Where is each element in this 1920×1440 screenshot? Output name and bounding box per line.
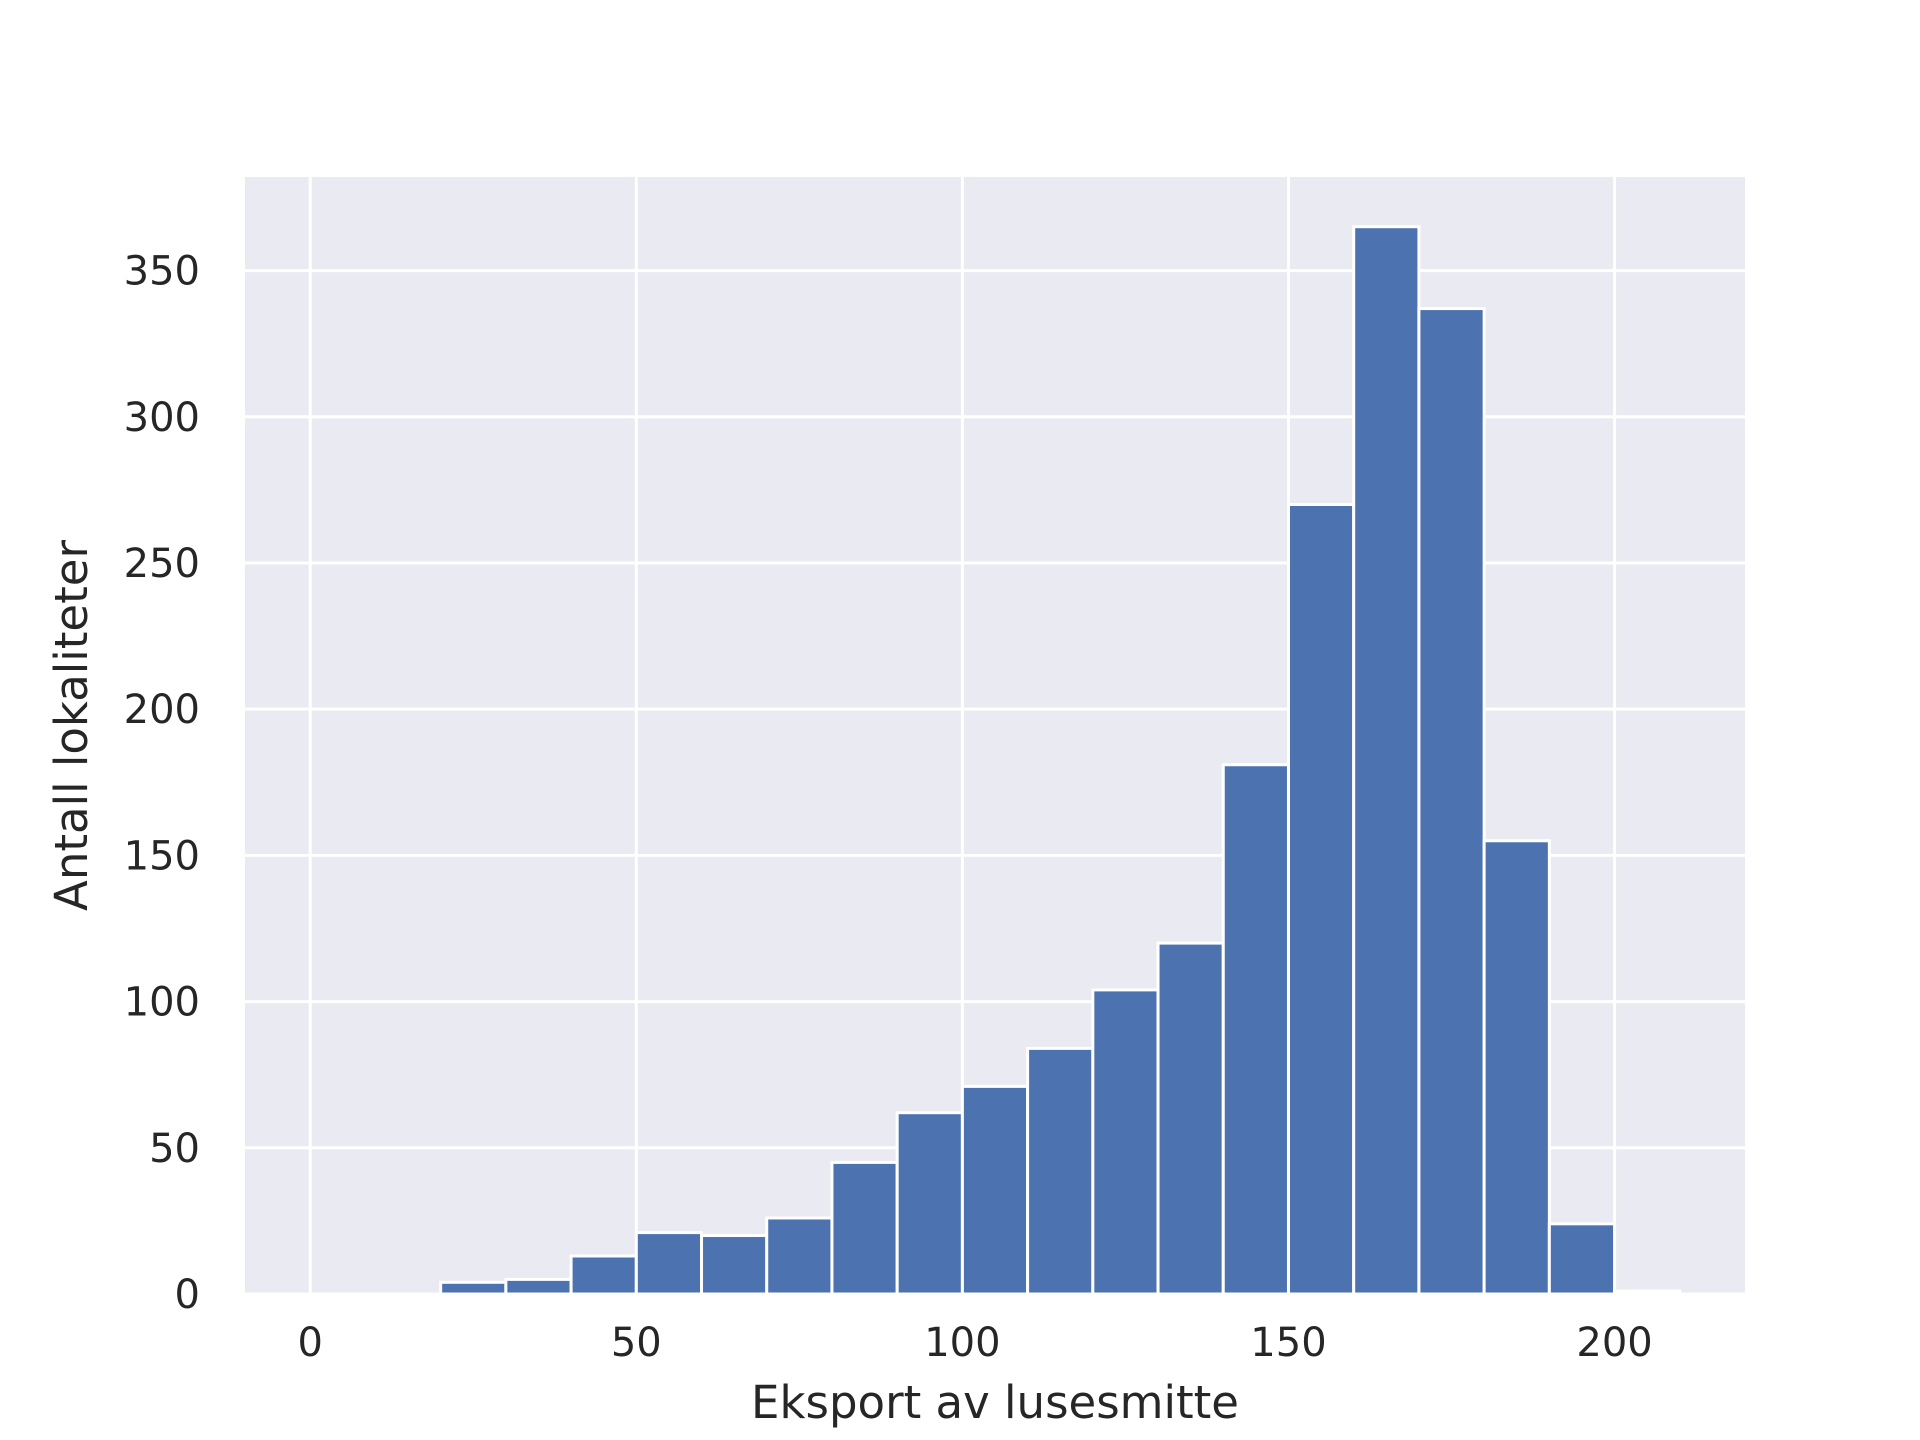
histogram-bar xyxy=(1221,763,1290,1296)
histogram-bar xyxy=(439,1280,508,1296)
y-tick-label: 100 xyxy=(124,980,200,1026)
histogram-bars xyxy=(439,225,1682,1296)
histogram-bar xyxy=(569,1254,638,1296)
y-axis-label: Antall lokaliteter xyxy=(45,540,98,911)
histogram-bar xyxy=(1091,988,1160,1296)
histogram-bar xyxy=(1417,307,1486,1296)
y-tick-label: 350 xyxy=(124,249,200,295)
y-tick-label: 200 xyxy=(124,687,200,733)
y-tick-label: 150 xyxy=(124,833,200,879)
histogram-bar xyxy=(700,1234,769,1296)
x-tick-label: 50 xyxy=(611,1320,662,1366)
histogram-bar xyxy=(960,1084,1030,1296)
histogram-bar xyxy=(504,1277,573,1296)
histogram-bar xyxy=(1286,502,1356,1296)
x-tick-label: 200 xyxy=(1576,1320,1652,1366)
x-tick-label: 150 xyxy=(1250,1320,1326,1366)
x-axis-label: Eksport av lusesmitte xyxy=(751,1376,1239,1429)
y-tick-labels: 0 50 100 150 200 250 300 350 xyxy=(124,249,200,1318)
histogram-bar xyxy=(765,1216,834,1296)
histogram-bar xyxy=(1352,225,1421,1296)
histogram-bar xyxy=(830,1160,899,1296)
x-tick-label: 100 xyxy=(924,1320,1000,1366)
grid-lines xyxy=(245,177,1745,1296)
y-tick-label: 50 xyxy=(149,1126,200,1172)
histogram-bar xyxy=(1026,1046,1095,1296)
histogram-bar xyxy=(1156,941,1225,1296)
histogram-bar xyxy=(634,1231,704,1296)
y-tick-label: 300 xyxy=(124,395,200,441)
histogram-bar xyxy=(1547,1222,1617,1296)
y-tick-label: 250 xyxy=(124,541,200,587)
x-tick-labels: 0 50 100 150 200 xyxy=(297,1320,1652,1366)
x-tick-label: 0 xyxy=(297,1320,322,1366)
histogram-bar xyxy=(1482,839,1551,1296)
y-tick-label: 0 xyxy=(175,1272,200,1318)
histogram-bar xyxy=(1613,1289,1682,1296)
histogram-bar xyxy=(895,1111,964,1296)
